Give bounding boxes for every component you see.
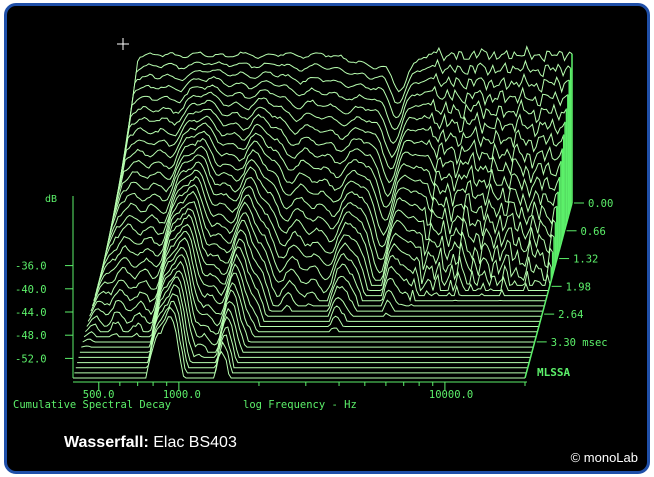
slice-trace-29 [79,276,532,353]
time-tick-label-1: 0.66 [581,226,606,238]
y-tick-label-1: -40.0 [15,284,47,296]
caption-title-bold: Wasserfall: [64,434,149,451]
time-tick-label-5: 3.30 msec [551,337,608,349]
slice-trace-7 [109,108,563,240]
time-tick-label-0: 0.00 [588,198,613,210]
time-tick-label-3: 1.98 [566,281,591,293]
slice-trace-21 [90,213,543,312]
x-tick-label-1: 1000.0 [163,389,201,401]
y-axis-label: dB [45,194,57,205]
x-tick-label-2: 10000.0 [429,389,473,401]
slice-trace-18 [94,190,548,297]
time-tick-label-2: 1.32 [573,254,598,266]
y-tick-label-2: -44.0 [15,307,47,319]
x-axis-label: log Frequency - Hz [243,399,357,411]
x-tick-label-0: 500.0 [83,389,115,401]
slice-trace-4 [114,84,567,224]
slice-trace-10 [105,130,559,255]
slice-trace-28 [81,270,534,348]
slice-trace-16 [97,175,551,287]
slice-trace-9 [107,122,561,250]
slice-fill-34 [73,316,525,378]
slice-trace-13 [101,154,555,271]
slice-trace-20 [91,208,545,307]
slice-trace-14 [100,161,554,276]
chart-frame: dB -36.0 -40.0 -44.0 -48.0 -52.0 500.0 1000.0 10… [4,3,650,474]
slice-trace-2 [116,69,570,214]
slice-trace-19 [93,201,546,302]
slice-trace-3 [115,76,569,219]
slice-trace-26 [83,254,537,338]
slice-trace-11 [104,137,558,260]
slice-trace-1 [118,58,571,209]
axes: dB -36.0 -40.0 -44.0 -48.0 -52.0 500.0 1000.0 10… [13,38,613,411]
brand-label: MLSSA [537,366,570,379]
chart-title: Cumulative Spectral Decay [13,399,171,411]
decay-slices [73,45,573,379]
slice-trace-27 [82,260,535,343]
slice-trace-6 [111,99,565,234]
slice-trace-8 [108,115,562,245]
slice-trace-17 [96,184,549,293]
slice-trace-15 [98,169,552,282]
copyright-label: © monoLab [570,450,638,465]
slice-trace-5 [112,91,566,229]
y-tick-label-0: -36.0 [15,261,47,273]
y-tick-label-3: -48.0 [15,330,47,342]
slice-trace-24 [86,237,539,327]
slice-fill-25 [85,247,538,332]
slice-trace-23 [87,230,541,322]
slice-trace-12 [102,145,556,265]
y-tick-label-4: -52.0 [15,353,47,365]
time-tick-label-4: 2.64 [558,309,583,321]
slice-fill-26 [84,254,537,337]
slice-trace-0 [119,45,573,204]
time-axis-line [524,202,573,379]
slice-trace-25 [85,246,538,333]
waterfall-plot: dB -36.0 -40.0 -44.0 -48.0 -52.0 500.0 1000.0 10… [13,38,613,411]
slice-trace-34 [73,316,525,379]
chart-caption: Wasserfall: Elac BS403 [64,434,237,452]
slice-trace-22 [89,223,542,317]
caption-title-rest: Elac BS403 [153,434,237,451]
